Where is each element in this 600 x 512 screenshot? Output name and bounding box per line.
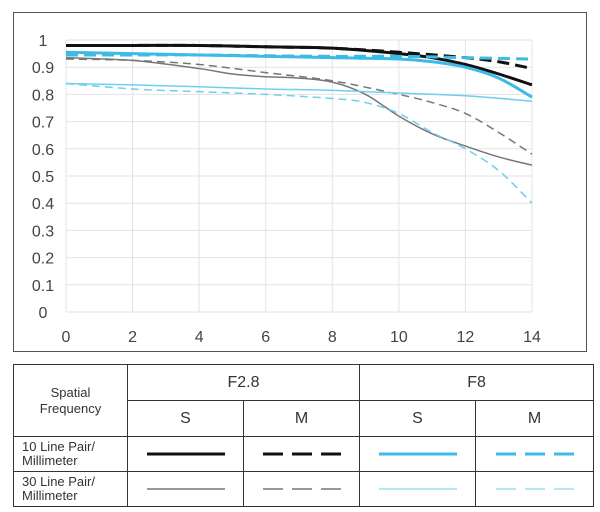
x-tick-label: 6 [261, 329, 270, 346]
y-tick-label: 1 [39, 33, 48, 50]
row-10-lp-label: 10 Line Pair/ Millimeter [13, 436, 128, 472]
x-tick-labels: 0 2 4 6 8 10 12 14 [62, 329, 541, 346]
x-tick-label: 8 [328, 329, 337, 346]
grid-lines [65, 39, 533, 313]
spatial-frequency-header: Spatial Frequency [13, 364, 128, 437]
aperture-f8-header: F8 [359, 364, 595, 401]
y-tick-label: 0.3 [32, 223, 54, 240]
x-tick-label: 12 [457, 329, 475, 346]
meridional-label: M [527, 409, 542, 427]
aperture-f28-header: F2.8 [126, 364, 361, 401]
swatch-f28-30-m [242, 471, 361, 507]
x-tick-label: 10 [390, 329, 408, 346]
y-tick-label: 0.7 [32, 115, 54, 132]
y-tick-label: 0.5 [32, 169, 54, 186]
swatch-f8-10-m [475, 436, 595, 472]
x-tick-label: 4 [195, 329, 204, 346]
row-30-lp-label: 30 Line Pair/ Millimeter [13, 471, 128, 507]
y-tick-label: 0.1 [32, 278, 54, 295]
series-line-f28-30-m [65, 58, 533, 155]
legend-table: Spatial Frequency F2.8 F8 S M S M 10 Lin… [13, 364, 595, 507]
col-f8-m: M [475, 400, 595, 437]
swatch-f8-30-m [475, 471, 595, 507]
swatch-f28-30-s [127, 471, 244, 507]
meridional-label: M [294, 409, 309, 427]
x-tick-label: 2 [128, 329, 137, 346]
y-tick-label: 0.6 [32, 142, 54, 159]
col-f8-s: S [359, 400, 477, 437]
swatch-f8-10-s [359, 436, 477, 472]
swatch-f28-10-m [242, 436, 361, 472]
y-tick-label: 0.4 [32, 196, 54, 213]
y-tick-label: 0 [39, 305, 48, 322]
sagittal-label: S [412, 409, 423, 427]
series-lines [65, 43, 533, 204]
series-line-f8-10-m [66, 53, 533, 61]
y-tick-labels: 0 0.1 0.2 0.3 0.4 0.5 0.6 0.7 0.8 0.9 1 [32, 33, 54, 322]
x-tick-label: 0 [62, 329, 71, 346]
series-line-f8-30-s [65, 82, 533, 102]
mtf-chart: 0 0.1 0.2 0.3 0.4 0.5 0.6 0.7 0.8 0.9 1 0 2 4 6 8 10 12 1… [13, 12, 587, 352]
spatial-frequency-label: Spatial Frequency [39, 384, 102, 416]
y-tick-label: 0.8 [32, 87, 54, 104]
swatch-f8-30-s [359, 471, 477, 507]
swatch-f28-10-s [127, 436, 244, 472]
chart-svg: 0 0.1 0.2 0.3 0.4 0.5 0.6 0.7 0.8 0.9 1 0 2 4 6 8 10 12 1… [13, 12, 587, 352]
series-line-f8-30-m [65, 82, 533, 204]
aperture-f28-label: F2.8 [227, 373, 260, 391]
x-tick-label: 14 [523, 329, 541, 346]
aperture-f8-label: F8 [467, 373, 486, 391]
col-f28-s: S [127, 400, 244, 437]
series-line-f28-30-s [65, 56, 533, 166]
sagittal-label: S [180, 409, 191, 427]
col-f28-m: M [242, 400, 361, 437]
y-tick-label: 0.9 [32, 60, 54, 77]
series-line-f28-10-m [65, 43, 533, 71]
y-tick-label: 0.2 [32, 251, 54, 268]
